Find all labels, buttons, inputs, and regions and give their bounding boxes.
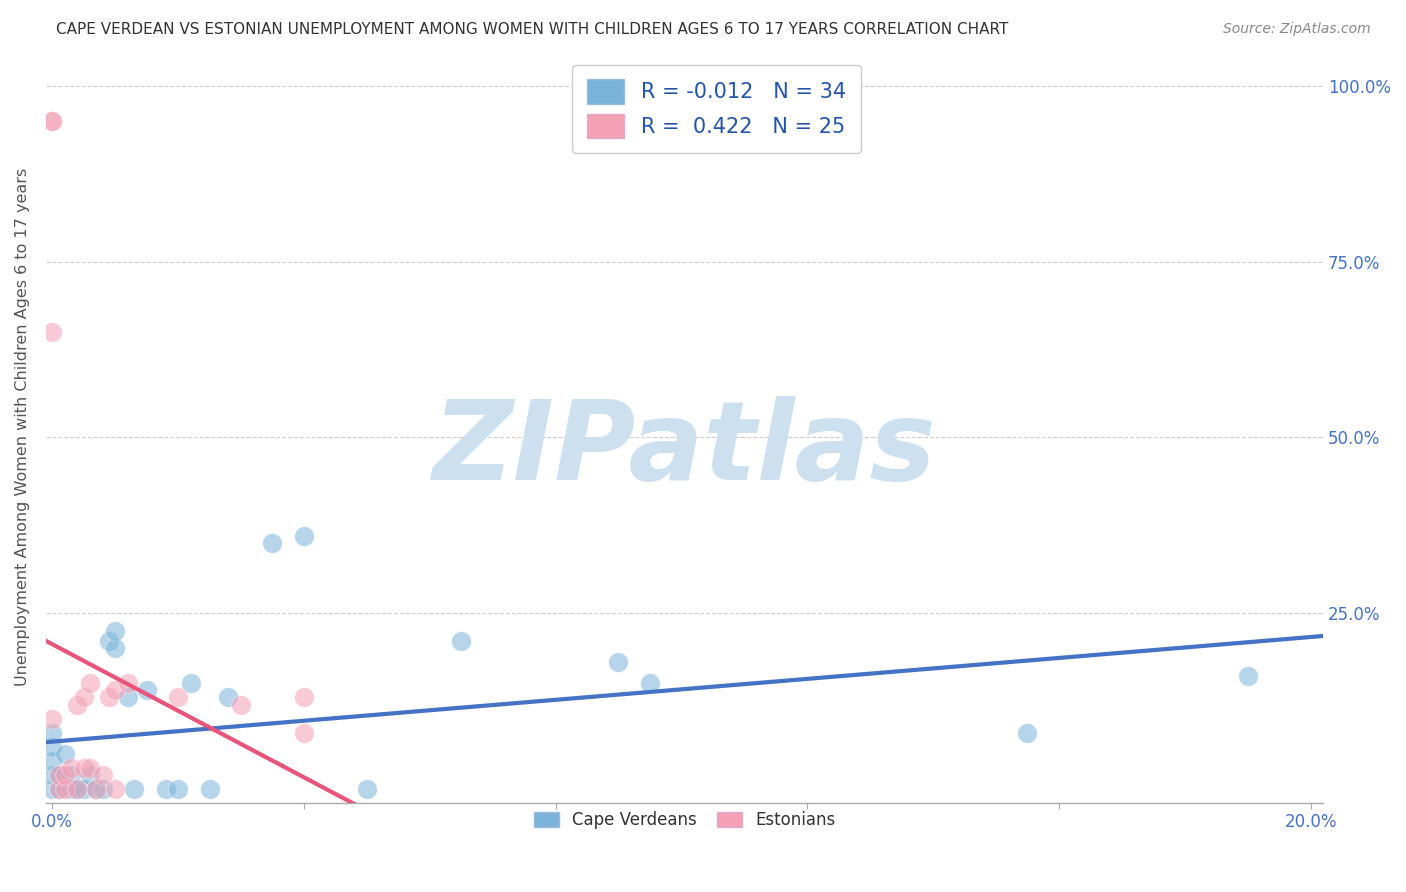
Point xyxy=(53,781,76,796)
Point xyxy=(97,690,120,705)
Point xyxy=(48,781,70,796)
Point xyxy=(292,690,315,705)
Point xyxy=(229,698,252,712)
Point xyxy=(1236,669,1258,683)
Point xyxy=(73,690,96,705)
Point xyxy=(79,768,101,782)
Point xyxy=(1017,725,1039,739)
Point xyxy=(91,781,114,796)
Point xyxy=(104,781,127,796)
Point xyxy=(41,739,63,754)
Point xyxy=(41,781,63,796)
Point xyxy=(66,698,89,712)
Point xyxy=(41,725,63,739)
Point xyxy=(41,712,63,726)
Point xyxy=(41,114,63,128)
Point xyxy=(180,676,202,690)
Point xyxy=(48,768,70,782)
Y-axis label: Unemployment Among Women with Children Ages 6 to 17 years: Unemployment Among Women with Children A… xyxy=(15,168,30,686)
Point xyxy=(60,761,83,775)
Point xyxy=(41,114,63,128)
Point xyxy=(41,754,63,768)
Point xyxy=(117,676,139,690)
Point xyxy=(41,768,63,782)
Point xyxy=(60,781,83,796)
Point xyxy=(292,725,315,739)
Point xyxy=(53,768,76,782)
Point xyxy=(117,690,139,705)
Point xyxy=(167,781,190,796)
Point xyxy=(262,536,284,550)
Point xyxy=(73,761,96,775)
Point xyxy=(217,690,239,705)
Point xyxy=(48,781,70,796)
Point xyxy=(104,683,127,698)
Point xyxy=(84,781,107,796)
Point xyxy=(84,781,107,796)
Point xyxy=(167,690,190,705)
Point xyxy=(104,624,127,638)
Point xyxy=(79,676,101,690)
Point xyxy=(41,325,63,339)
Point xyxy=(356,781,378,796)
Legend: Cape Verdeans, Estonians: Cape Verdeans, Estonians xyxy=(527,805,842,836)
Point xyxy=(198,781,221,796)
Point xyxy=(450,634,472,648)
Point xyxy=(60,768,83,782)
Point xyxy=(73,781,96,796)
Text: CAPE VERDEAN VS ESTONIAN UNEMPLOYMENT AMONG WOMEN WITH CHILDREN AGES 6 TO 17 YEA: CAPE VERDEAN VS ESTONIAN UNEMPLOYMENT AM… xyxy=(56,22,1008,37)
Point xyxy=(292,529,315,543)
Point xyxy=(135,683,157,698)
Point xyxy=(638,676,661,690)
Point xyxy=(91,768,114,782)
Point xyxy=(97,634,120,648)
Point xyxy=(48,768,70,782)
Point xyxy=(53,747,76,761)
Point xyxy=(104,641,127,656)
Point xyxy=(607,656,630,670)
Point xyxy=(122,781,145,796)
Point xyxy=(79,761,101,775)
Text: Source: ZipAtlas.com: Source: ZipAtlas.com xyxy=(1223,22,1371,37)
Point xyxy=(66,781,89,796)
Point xyxy=(66,781,89,796)
Text: ZIPatlas: ZIPatlas xyxy=(433,396,936,503)
Point xyxy=(155,781,177,796)
